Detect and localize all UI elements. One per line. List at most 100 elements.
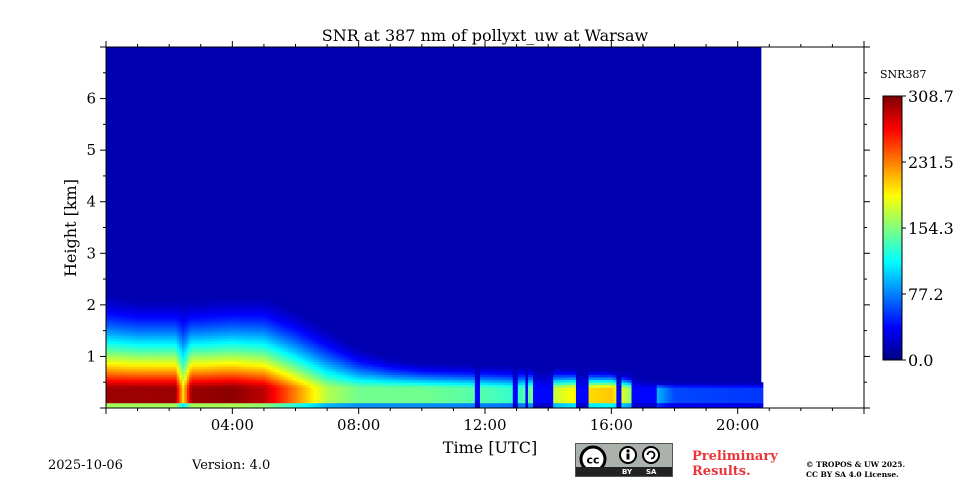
heatmap-cell	[123, 310, 127, 313]
heatmap-column	[485, 366, 488, 409]
heatmap-cell	[126, 356, 130, 360]
heatmap-cell	[280, 351, 284, 355]
heatmap-cell	[186, 330, 190, 334]
heatmap-cell	[270, 374, 274, 378]
heatmap-cell	[174, 379, 178, 383]
heatmap-cell	[123, 320, 127, 324]
heatmap-cell	[159, 359, 162, 362]
heatmap-cell	[320, 397, 324, 401]
heatmap-cell	[247, 315, 251, 319]
heatmap-cell	[449, 374, 453, 378]
heatmap-cell	[404, 387, 408, 391]
heatmap-cell	[121, 384, 125, 388]
heatmap-cell	[472, 387, 476, 391]
heatmap-cell	[330, 371, 334, 375]
heatmap-cell	[310, 346, 314, 350]
heatmap-cell	[133, 382, 137, 386]
heatmap-cell	[308, 397, 312, 401]
heatmap-cell	[126, 377, 130, 381]
heatmap-column	[191, 302, 195, 409]
heatmap-cell	[141, 397, 145, 401]
heatmap-cell	[255, 351, 258, 355]
heatmap-cell	[186, 343, 190, 347]
heatmap-cell	[356, 369, 360, 373]
heatmap-cell	[272, 310, 276, 313]
heatmap-cell	[262, 359, 266, 362]
heatmap-cell	[303, 374, 307, 378]
heatmap-cell	[247, 384, 251, 388]
heatmap-cell	[343, 374, 347, 378]
heatmap-cell	[204, 346, 208, 350]
heatmap-cell	[335, 402, 339, 406]
heatmap-cell	[196, 400, 200, 404]
heatmap-cell	[174, 384, 178, 388]
heatmap-cell	[490, 382, 493, 386]
heatmap-cell	[315, 405, 319, 409]
heatmap-cell	[260, 330, 264, 334]
heatmap-column	[227, 299, 231, 409]
heatmap-cell	[121, 304, 125, 308]
heatmap-cell	[300, 387, 304, 391]
heatmap-cell	[171, 382, 175, 386]
heatmap-cell	[426, 405, 430, 409]
heatmap-cell	[328, 340, 332, 344]
heatmap-cell	[186, 374, 190, 378]
heatmap-cell	[320, 340, 324, 344]
heatmap-cell	[116, 330, 120, 334]
heatmap-cell	[313, 335, 317, 339]
heatmap-cell	[116, 384, 120, 388]
heatmap-cell	[308, 379, 312, 383]
heatmap-cell	[252, 335, 256, 339]
heatmap-cell	[222, 377, 226, 381]
heatmap-cell	[181, 322, 185, 326]
heatmap-cell	[146, 374, 150, 378]
heatmap-cell	[106, 359, 109, 362]
heatmap-cell	[209, 333, 213, 337]
heatmap-cell	[287, 353, 291, 357]
heatmap-cell	[141, 322, 145, 326]
heatmap-cell	[128, 382, 132, 386]
heatmap-cell	[265, 325, 269, 329]
heatmap-cell	[250, 340, 253, 344]
heatmap-cell	[222, 374, 226, 378]
heatmap-cell	[171, 335, 175, 339]
heatmap-cell	[244, 374, 248, 378]
heatmap-cell	[464, 366, 468, 370]
heatmap-cell	[401, 387, 405, 391]
heatmap-cell	[146, 395, 150, 399]
heatmap-cell	[176, 333, 180, 337]
heatmap-cell	[179, 361, 183, 365]
heatmap-cell	[202, 392, 205, 396]
heatmap-cell	[202, 333, 205, 337]
heatmap-cell	[325, 392, 329, 396]
heatmap-cell	[166, 402, 170, 406]
heatmap-cell	[131, 351, 135, 355]
heatmap-cell	[318, 382, 322, 386]
heatmap-cell	[131, 335, 135, 339]
heatmap-cell	[295, 346, 299, 350]
heatmap-cell	[159, 405, 162, 409]
heatmap-cell	[267, 335, 271, 339]
heatmap-column	[404, 361, 408, 409]
heatmap-cell	[219, 325, 223, 329]
heatmap-cell	[447, 374, 451, 378]
heatmap-cell	[244, 397, 248, 401]
heatmap-cell	[285, 369, 289, 373]
heatmap-cell	[111, 340, 114, 344]
heatmap-cell	[492, 405, 496, 409]
heatmap-cell	[244, 402, 248, 406]
heatmap-cell	[154, 317, 157, 321]
heatmap-cell	[290, 348, 294, 352]
heatmap-cell	[368, 402, 372, 406]
heatmap-cell	[232, 366, 236, 370]
heatmap-cell	[318, 374, 322, 378]
heatmap-cell	[194, 361, 198, 365]
heatmap-cell	[106, 297, 109, 301]
heatmap-cell	[207, 346, 210, 350]
heatmap-cell	[277, 338, 281, 342]
heatmap-cell	[111, 346, 114, 350]
heatmap-cell	[207, 384, 210, 388]
heatmap-cell	[469, 384, 473, 388]
heatmap-column	[340, 338, 344, 409]
heatmap-cell	[287, 377, 291, 381]
